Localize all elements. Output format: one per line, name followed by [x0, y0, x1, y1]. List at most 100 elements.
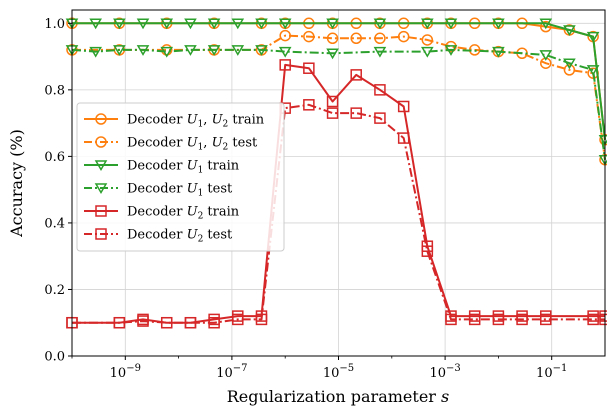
- y-tick-label: 0.4: [44, 216, 65, 231]
- legend-box: [76, 102, 285, 252]
- legend-marker: [95, 136, 107, 148]
- legend-item: Decoder U1, U2 train: [84, 113, 265, 130]
- data-point: [586, 65, 600, 76]
- data-point: [231, 45, 245, 56]
- data-point: [136, 45, 150, 56]
- legend-label: Decoder U2 test: [127, 228, 233, 245]
- legend-marker: [94, 183, 108, 194]
- x-tick-label: 10−7: [216, 363, 247, 381]
- data-point: [136, 18, 150, 30]
- legend-item: Decoder U1 train: [84, 159, 240, 176]
- data-point: [113, 316, 126, 329]
- legend-item: Decoder U1, U2 test: [84, 136, 258, 153]
- legend-label: Decoder U1 train: [127, 159, 240, 176]
- series-line: [72, 22, 606, 140]
- data-point: [113, 18, 126, 30]
- legend-label: Decoder U1, U2 train: [127, 113, 265, 130]
- legend-item: Decoder U1 test: [84, 182, 233, 199]
- data-point: [563, 64, 576, 76]
- y-tick-label: 0.0: [44, 350, 65, 365]
- legend-marker: [95, 228, 107, 240]
- legend: Decoder U1, U2 train Decoder U1, U2 test D…: [76, 102, 285, 252]
- x-axis-label: Regularization parameter s: [227, 387, 449, 406]
- data-point: [160, 46, 174, 58]
- legend-label: Decoder U1, U2 test: [127, 136, 258, 153]
- data-point: [445, 313, 457, 326]
- data-point: [303, 30, 315, 43]
- data-point: [326, 95, 339, 108]
- data-point: [278, 18, 292, 30]
- data-point: [373, 46, 387, 58]
- data-point: [326, 18, 339, 30]
- series-layer: [65, 17, 607, 329]
- data-point: [207, 45, 221, 56]
- data-point: [374, 84, 386, 96]
- data-point: [421, 34, 434, 46]
- legend-item: Decoder U2 test: [84, 228, 233, 245]
- legend-label: Decoder U2 train: [127, 205, 240, 222]
- data-point: [374, 112, 386, 124]
- legend-item: Decoder U2 train: [84, 205, 240, 222]
- data-point: [540, 313, 552, 326]
- data-point: [373, 18, 387, 30]
- data-point: [232, 313, 244, 326]
- data-point: [444, 18, 458, 30]
- series-3: [65, 45, 607, 166]
- data-point: [184, 18, 197, 30]
- legend-marker: [95, 205, 107, 217]
- x-tick-label: 10−1: [536, 363, 567, 381]
- y-tick-label: 0.8: [44, 83, 65, 98]
- series-2: [65, 18, 607, 146]
- data-point: [255, 45, 268, 56]
- data-point: [255, 313, 268, 326]
- data-point: [231, 18, 245, 30]
- data-point: [374, 32, 386, 45]
- data-point: [350, 32, 362, 45]
- data-point: [421, 18, 434, 30]
- data-point: [137, 315, 149, 327]
- data-point: [397, 132, 410, 144]
- data-point: [350, 107, 362, 119]
- ticks: 10−9 10−7 10−5 10−3 10−1 0.0 0.2 0.4 0.6 0.8 1.0: [44, 17, 567, 381]
- data-point: [303, 99, 315, 111]
- data-point: [540, 20, 552, 33]
- series-5: [66, 99, 607, 329]
- data-point: [587, 313, 599, 326]
- data-point: [492, 18, 505, 30]
- data-point: [303, 62, 315, 74]
- data-point: [586, 31, 600, 43]
- data-point: [184, 45, 197, 56]
- data-point: [160, 18, 174, 30]
- data-point: [89, 46, 102, 58]
- data-point: [397, 30, 410, 43]
- data-point: [279, 59, 291, 71]
- data-point: [160, 316, 173, 329]
- data-point: [326, 107, 339, 119]
- data-point: [516, 313, 528, 326]
- series-line: [71, 48, 606, 160]
- legend-label: Decoder U1 test: [127, 182, 233, 199]
- data-point: [492, 313, 505, 326]
- data-point: [397, 100, 410, 113]
- legend-marker: [94, 160, 108, 171]
- data-point: [208, 316, 220, 329]
- data-point: [326, 32, 339, 45]
- data-point: [421, 245, 434, 257]
- y-tick-label: 1.0: [44, 17, 65, 32]
- data-point: [539, 50, 553, 61]
- data-point: [350, 69, 362, 81]
- data-point: [539, 18, 553, 30]
- y-tick-label: 0.2: [44, 283, 65, 298]
- data-point: [563, 58, 576, 70]
- data-point: [279, 29, 291, 42]
- y-tick-label: 0.6: [44, 150, 65, 165]
- x-tick-label: 10−5: [323, 363, 354, 381]
- data-point: [255, 18, 268, 30]
- data-point: [563, 25, 576, 36]
- data-point: [326, 48, 339, 60]
- data-point: [184, 316, 197, 329]
- data-point: [468, 313, 481, 326]
- data-point: [113, 45, 126, 56]
- data-point: [492, 46, 505, 58]
